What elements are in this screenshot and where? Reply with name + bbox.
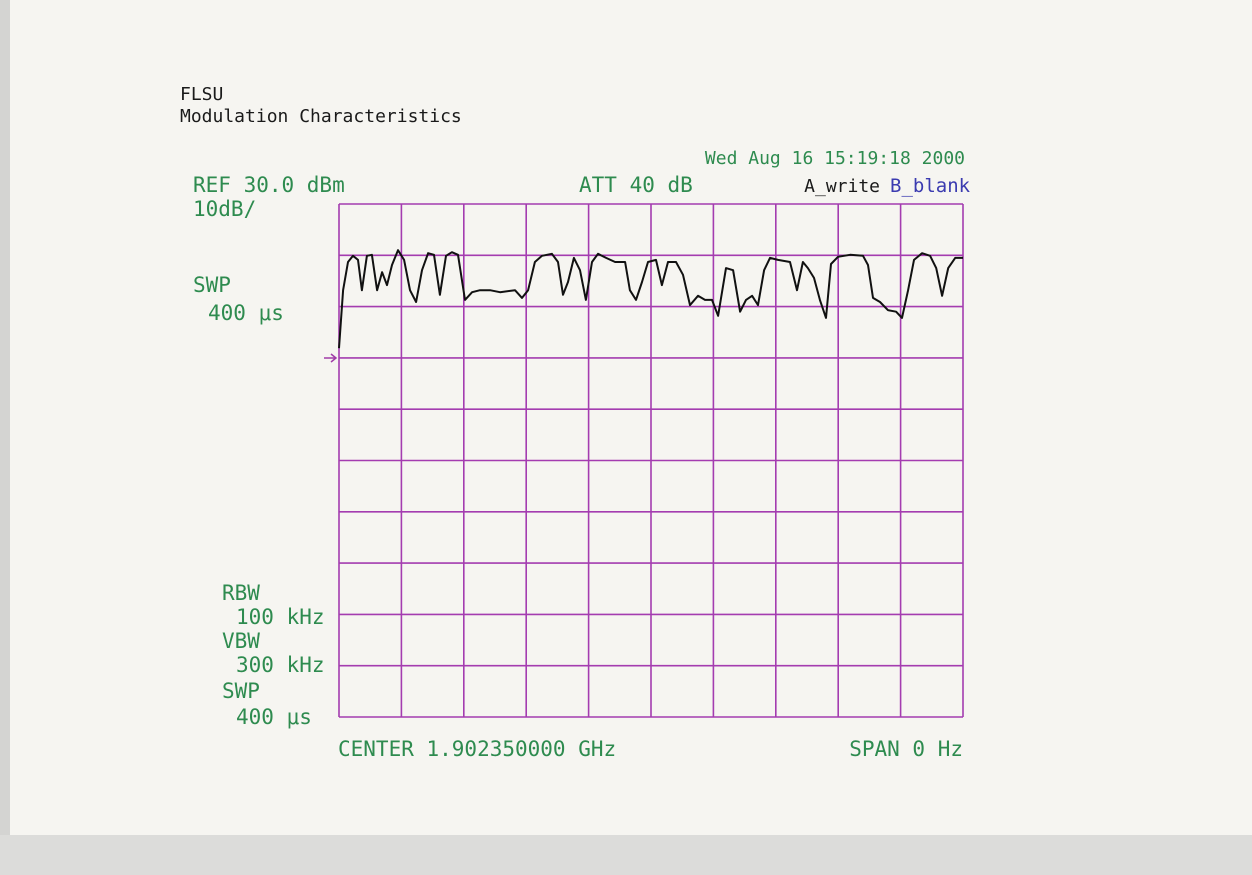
legend-entry: A_write	[804, 176, 880, 197]
rbw-label: RBW	[222, 581, 260, 605]
sweep-label: SWP	[193, 273, 231, 297]
sweep-value: 400 μs	[236, 705, 312, 729]
sweep-label: SWP	[222, 679, 260, 703]
scale: 10dB/	[193, 197, 256, 221]
timestamp: Wed Aug 16 15:19:18 2000	[705, 148, 965, 169]
rbw-value: 100 kHz	[236, 605, 325, 629]
vbw-label: VBW	[222, 629, 260, 653]
plot	[338, 203, 964, 718]
span: SPAN 0 Hz	[849, 737, 963, 761]
attenuation: ATT 40 dB	[579, 173, 693, 197]
trace	[338, 249, 963, 349]
chart-subtitle: Modulation Characteristics	[180, 106, 462, 127]
reference-marker	[324, 353, 338, 363]
ref-level: REF 30.0 dBm	[193, 173, 345, 197]
center-frequency: CENTER 1.902350000 GHz	[338, 737, 616, 761]
sweep-value: 400 μs	[208, 301, 284, 325]
scan-bottom	[0, 835, 1252, 875]
chart-title: FLSU	[180, 84, 223, 105]
vbw-value: 300 kHz	[236, 653, 325, 677]
scan-edge	[0, 0, 10, 875]
legend-entry: B_blank	[890, 175, 971, 197]
